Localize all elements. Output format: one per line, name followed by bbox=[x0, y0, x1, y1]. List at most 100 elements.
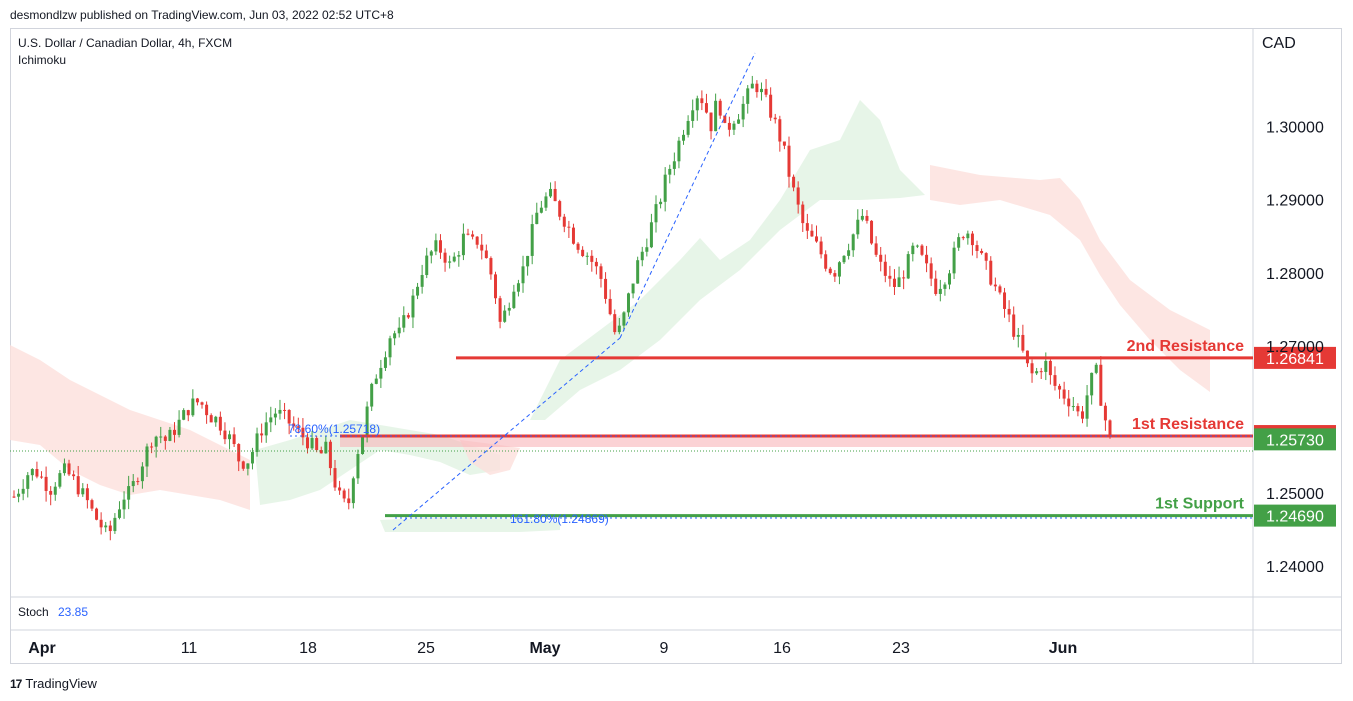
candle-body bbox=[833, 273, 837, 277]
price-axis[interactable]: 1.30000 1.29000 1.28000 1.27000 1.25000 1.240… bbox=[1266, 119, 1324, 576]
candle-body bbox=[1071, 406, 1075, 408]
candle-body bbox=[250, 452, 254, 464]
candle-body bbox=[402, 315, 406, 328]
candle-body bbox=[947, 273, 951, 285]
candle-body bbox=[888, 275, 892, 279]
candle-body bbox=[631, 283, 635, 294]
candle-body bbox=[195, 398, 199, 403]
candle-body bbox=[1080, 411, 1084, 419]
ichimoku-cloud-red-right bbox=[930, 165, 1210, 392]
candle-body bbox=[535, 212, 539, 225]
candle-body bbox=[544, 196, 548, 208]
candle-body bbox=[622, 312, 626, 326]
candle-body bbox=[283, 409, 287, 411]
candle-body bbox=[576, 243, 580, 250]
candle-body bbox=[530, 224, 534, 256]
candle-body bbox=[553, 188, 557, 202]
candle-body bbox=[792, 176, 796, 188]
ichimoku-cloud-green-rise bbox=[530, 100, 925, 420]
candle-body bbox=[425, 255, 429, 276]
candle-body bbox=[333, 468, 337, 488]
x-tick-label: Jun bbox=[1049, 640, 1077, 657]
candle-body bbox=[136, 481, 140, 483]
candle-body bbox=[911, 245, 915, 255]
candle-body bbox=[273, 413, 277, 418]
candle-body bbox=[209, 415, 213, 423]
candle-body bbox=[383, 357, 387, 368]
candle-body bbox=[292, 423, 296, 427]
candle-body bbox=[90, 500, 94, 509]
candle-body bbox=[131, 481, 135, 487]
candle-body bbox=[434, 240, 438, 252]
candle-body bbox=[241, 461, 245, 469]
candle-body bbox=[980, 250, 984, 254]
candle-body bbox=[1085, 395, 1089, 419]
candle-body bbox=[26, 475, 30, 489]
candle-body bbox=[489, 258, 493, 275]
candle-body bbox=[842, 255, 846, 263]
candle-body bbox=[471, 234, 475, 237]
candle-body bbox=[567, 226, 571, 228]
candle-body bbox=[351, 478, 355, 504]
level-name-label: 2nd Resistance bbox=[1127, 338, 1244, 355]
candle-body bbox=[883, 261, 887, 276]
candle-body bbox=[30, 469, 34, 476]
candle-body bbox=[668, 168, 672, 175]
candle-body bbox=[599, 266, 603, 279]
candle-body bbox=[929, 263, 933, 279]
candle-body bbox=[81, 488, 85, 495]
candle-body bbox=[915, 245, 919, 247]
candle-body bbox=[342, 490, 346, 499]
candle-body bbox=[934, 278, 938, 294]
candle-body bbox=[104, 525, 108, 528]
candle-body bbox=[782, 141, 786, 146]
candle-body bbox=[521, 266, 525, 284]
candle-body bbox=[727, 122, 731, 130]
candle-body bbox=[874, 243, 878, 255]
candle-body bbox=[663, 174, 667, 202]
candle-body bbox=[1099, 364, 1103, 406]
candle-body bbox=[805, 223, 809, 231]
candle-body bbox=[801, 204, 805, 224]
candle-body bbox=[370, 383, 374, 407]
footer-brand-name: TradingView bbox=[25, 676, 97, 691]
symbol-legend: U.S. Dollar / Canadian Dollar, 4h, FXCM bbox=[18, 36, 232, 50]
time-axis[interactable]: Apr 11 18 25 May 9 16 23 Jun bbox=[28, 640, 1077, 657]
candle-body bbox=[448, 261, 452, 263]
candle-body bbox=[966, 233, 970, 239]
candle-body bbox=[438, 240, 442, 253]
candle-body bbox=[585, 255, 589, 257]
candle-body bbox=[177, 419, 181, 435]
price-tag-label: 1.25730 bbox=[1266, 432, 1324, 449]
candle-body bbox=[287, 410, 291, 424]
candle-body bbox=[95, 508, 99, 520]
candle-body bbox=[810, 230, 814, 237]
x-tick-label: 16 bbox=[773, 640, 791, 657]
candle-body bbox=[58, 473, 62, 487]
candle-body bbox=[117, 509, 121, 518]
level-name-label: 1st Resistance bbox=[1132, 416, 1244, 433]
candle-body bbox=[269, 417, 273, 423]
candle-body bbox=[466, 233, 470, 235]
candle-body bbox=[324, 441, 328, 454]
footer-brand[interactable]: 17 TradingView bbox=[10, 676, 97, 691]
candle-body bbox=[686, 120, 690, 135]
candle-body bbox=[815, 236, 819, 242]
candle-body bbox=[49, 490, 53, 495]
candle-body bbox=[695, 98, 699, 111]
candle-body bbox=[787, 145, 791, 177]
candle-body bbox=[704, 103, 708, 113]
candle-body bbox=[746, 88, 750, 104]
candle-body bbox=[1021, 334, 1025, 351]
x-tick-label: 18 bbox=[299, 640, 317, 657]
candle-body bbox=[737, 119, 741, 124]
candle-body bbox=[365, 406, 369, 437]
candle-body bbox=[305, 437, 309, 449]
candle-body bbox=[608, 298, 612, 315]
candle-body bbox=[200, 402, 204, 405]
candle-body bbox=[182, 410, 186, 420]
candle-body bbox=[1007, 308, 1011, 315]
candle-body bbox=[539, 207, 543, 213]
candle-body bbox=[296, 426, 300, 428]
